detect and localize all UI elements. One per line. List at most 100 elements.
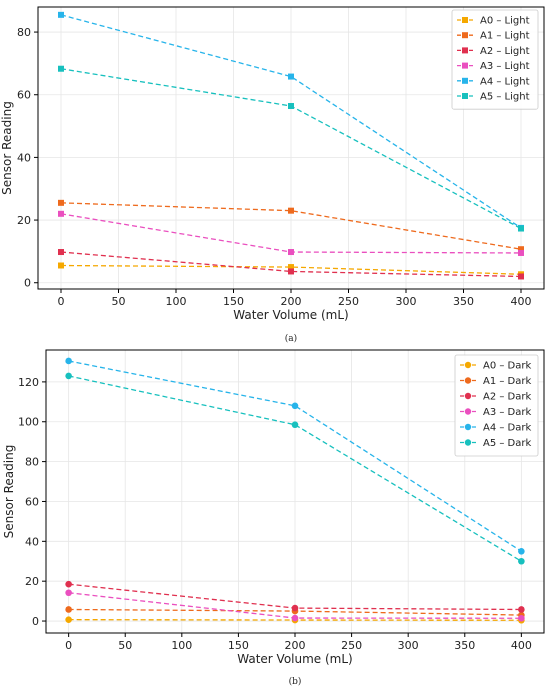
data-point — [518, 614, 525, 622]
legend-marker — [464, 361, 472, 369]
y-tick-label: 20 — [25, 575, 39, 588]
y-tick-label: 0 — [32, 615, 39, 628]
x-tick-label: 300 — [398, 639, 419, 652]
y-tick-label: 120 — [18, 376, 39, 389]
panel-caption: (b) — [289, 676, 302, 687]
data-point — [65, 589, 72, 597]
data-point — [291, 402, 299, 410]
data-point — [518, 273, 524, 280]
legend-entry: A2 – Dark — [483, 392, 532, 403]
legend-entry: A5 – Light — [480, 92, 530, 103]
data-point — [518, 246, 524, 253]
data-point — [65, 580, 72, 588]
x-tick-label: 300 — [396, 295, 417, 308]
x-tick-label: 150 — [228, 639, 249, 652]
series-line — [60, 251, 522, 278]
x-tick-label: 400 — [511, 295, 532, 308]
y-tick-label: 40 — [17, 151, 31, 164]
legend-marker — [462, 47, 468, 54]
legend-marker — [464, 423, 472, 431]
legend-marker — [462, 93, 468, 99]
x-tick-label: 0 — [65, 639, 72, 652]
series-2 — [65, 580, 525, 613]
legend-entry: A0 – Light — [480, 16, 530, 27]
data-point — [518, 606, 525, 613]
data-point — [518, 557, 525, 565]
data-point — [65, 357, 72, 365]
legend-marker — [464, 392, 472, 400]
data-point — [65, 616, 72, 623]
data-point — [518, 547, 525, 555]
data-point — [58, 210, 64, 217]
legend-marker — [462, 77, 468, 84]
data-point — [288, 103, 294, 110]
data-point — [288, 249, 294, 256]
series-line — [60, 202, 522, 250]
x-tick-label: 200 — [285, 639, 306, 652]
legend: A0 – Dark A1 – Dark A2 – Dark A3 – Dark A4 –… — [454, 354, 539, 457]
data-point — [518, 225, 524, 232]
data-point — [58, 199, 64, 206]
y-tick-label: 60 — [25, 495, 39, 508]
data-point — [291, 614, 299, 622]
series-3 — [58, 210, 524, 256]
data-point — [288, 73, 294, 80]
legend-box — [451, 9, 539, 110]
panel-caption: (a) — [285, 333, 297, 344]
legend-marker — [464, 439, 472, 446]
data-point — [58, 249, 64, 256]
y-axis-label: Sensor Reading — [0, 101, 14, 195]
data-point — [291, 421, 299, 429]
x-tick-label: 150 — [223, 295, 244, 308]
legend-marker — [462, 17, 468, 23]
legend-marker — [464, 408, 472, 415]
legend-entry: A3 – Dark — [483, 407, 532, 418]
y-axis-label: Sensor Reading — [2, 445, 16, 539]
legend-marker — [462, 62, 468, 69]
x-tick-label: 400 — [511, 639, 532, 652]
chart-panel-0: 0 50 100 150 200 250 300 350 400 0 20 40 60 80 Water V… — [0, 6, 545, 344]
series-3 — [65, 589, 525, 622]
x-tick-label: 200 — [281, 295, 302, 308]
data-point — [65, 606, 72, 613]
legend-entry: A4 – Dark — [483, 423, 532, 434]
legend-marker — [464, 377, 472, 384]
series-5 — [58, 65, 524, 232]
x-tick-label: 350 — [454, 639, 475, 652]
legend-marker — [462, 32, 468, 39]
series-4 — [65, 357, 525, 555]
x-tick-label: 250 — [341, 639, 362, 652]
x-tick-label: 250 — [338, 295, 359, 308]
legend-entry: A2 – Light — [480, 46, 530, 57]
legend-entry: A0 – Dark — [483, 361, 532, 372]
chart-panel-1: 0 50 100 150 200 250 300 350 400 0 20 40 60 80 100 120 W… — [2, 349, 545, 687]
data-point — [288, 207, 294, 214]
y-tick-label: 0 — [24, 277, 31, 290]
y-tick-label: 100 — [18, 416, 39, 429]
series-5 — [65, 372, 525, 565]
data-point — [288, 268, 294, 275]
data-point — [58, 65, 64, 72]
data-point — [58, 262, 64, 269]
y-tick-label: 80 — [17, 26, 31, 39]
x-tick-label: 350 — [453, 295, 474, 308]
legend-entry: A4 – Light — [480, 76, 530, 87]
data-point — [65, 372, 72, 380]
data-point — [288, 264, 294, 271]
series-line — [60, 264, 522, 275]
series-2 — [58, 249, 524, 280]
x-tick-label: 100 — [171, 639, 192, 652]
y-tick-label: 80 — [25, 456, 39, 469]
series-line — [68, 360, 522, 552]
y-tick-label: 40 — [25, 535, 39, 548]
x-tick-label: 50 — [112, 295, 126, 308]
legend-entry: A3 – Light — [480, 61, 530, 72]
y-tick-label: 20 — [17, 214, 31, 227]
legend-entry: A1 – Light — [480, 31, 530, 42]
data-point — [58, 11, 64, 18]
legend-entry: A5 – Dark — [483, 438, 532, 449]
legend-entry: A1 – Dark — [483, 376, 532, 387]
x-tick-label: 100 — [166, 295, 187, 308]
